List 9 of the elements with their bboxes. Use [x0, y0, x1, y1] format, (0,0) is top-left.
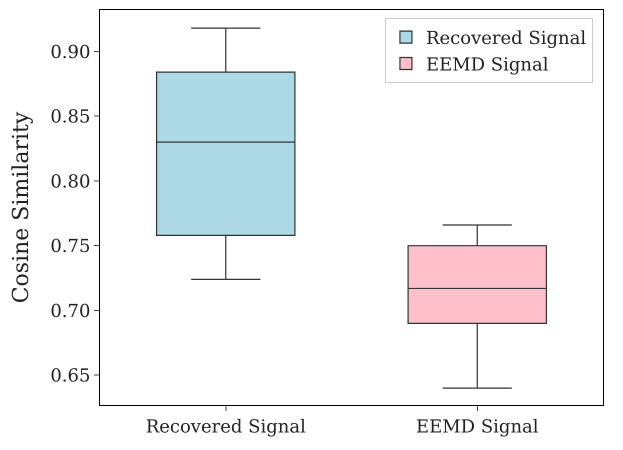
y-axis-title: Cosine Similarity	[9, 111, 34, 304]
y-tick-label: 0.90	[50, 42, 90, 63]
y-tick-label: 0.75	[50, 236, 90, 257]
y-tick-label: 0.65	[50, 366, 90, 387]
y-tick-label: 0.85	[50, 106, 90, 128]
legend-label: Recovered Signal	[426, 28, 586, 50]
y-tick-label: 0.80	[50, 171, 90, 192]
y-tick-label: 0.70	[50, 300, 90, 322]
legend-label: EEMD Signal	[426, 54, 549, 76]
